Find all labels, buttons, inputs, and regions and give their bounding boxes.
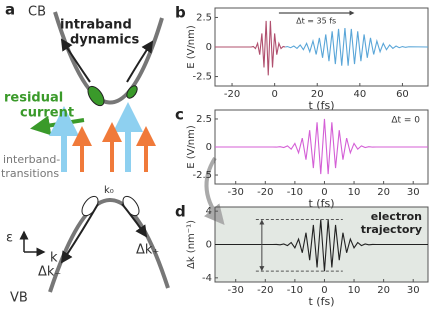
k0-label: k₀ <box>104 185 114 196</box>
x-tick-label: 0 <box>271 89 277 100</box>
cb-label: CB <box>28 5 46 20</box>
residual-label: current <box>20 106 74 121</box>
x-tick-label: 20 <box>311 89 324 100</box>
x-axis-label: t (fs) <box>309 99 335 112</box>
y-tick-label: 2.5 <box>196 12 212 23</box>
panel-label: c <box>175 106 184 124</box>
x-tick-label: 0 <box>321 285 327 296</box>
x-tick-label: 10 <box>348 187 361 198</box>
dk-label: Δk₋ <box>38 265 61 280</box>
x-tick-label: -30 <box>228 285 244 296</box>
x-tick-label: 20 <box>377 187 390 198</box>
y-axis-label: E (V/nm) <box>186 25 197 69</box>
panel-label: d <box>175 203 186 221</box>
dk-arrow <box>60 203 99 264</box>
dk-label: Δk₊ <box>136 243 159 258</box>
annotation: Δt = 35 fs <box>296 17 336 26</box>
y-tick-label: 0 <box>206 240 212 251</box>
intraband-label: dynamics <box>70 33 140 48</box>
x-tick-label: -20 <box>257 285 273 296</box>
x-tick-label: -10 <box>287 187 303 198</box>
annotation: Δt = 0 <box>391 116 420 126</box>
y-tick-label: -2.5 <box>192 72 212 83</box>
x-tick-label: -20 <box>224 89 240 100</box>
population <box>126 85 138 99</box>
vb-label: VB <box>10 291 28 306</box>
x-axis-label: t (fs) <box>309 295 335 308</box>
y-tick-label: 0 <box>206 142 212 153</box>
k-label: k <box>50 251 58 266</box>
intraband-arrow <box>60 38 91 83</box>
waveform <box>285 28 429 66</box>
x-tick-label: 60 <box>396 89 409 100</box>
annotation: electron <box>371 210 422 223</box>
waveform <box>215 219 428 272</box>
population <box>87 85 105 107</box>
x-tick-label: 20 <box>377 285 390 296</box>
y-tick-label: -2.5 <box>192 170 212 181</box>
y-tick-label: 2.5 <box>196 114 212 125</box>
intraband-arrow <box>126 40 154 83</box>
x-tick-label: 30 <box>407 285 420 296</box>
dk-arrow <box>121 203 148 238</box>
y-axis-label: Δk (nm⁻¹) <box>186 220 197 269</box>
link-arrow <box>204 156 225 226</box>
waveform <box>215 118 428 175</box>
panel-label: a <box>5 1 15 19</box>
residual-label: residual <box>4 91 63 106</box>
energy-label: ε <box>6 231 13 246</box>
x-tick-label: -10 <box>287 285 303 296</box>
x-axis-label: t (fs) <box>309 197 335 210</box>
x-tick-label: 10 <box>348 285 361 296</box>
y-tick-label: 0 <box>206 42 212 53</box>
y-tick-label: 4 <box>206 206 212 217</box>
x-tick-label: 30 <box>407 187 420 198</box>
current-arrow <box>30 115 85 136</box>
x-tick-label: -30 <box>228 187 244 198</box>
y-tick-label: -4 <box>202 273 212 284</box>
interband-label: transitions <box>1 167 59 180</box>
waveform <box>215 20 286 76</box>
y-axis-label: E (V/nm) <box>186 125 197 169</box>
interband-label: interband- <box>3 153 60 166</box>
x-tick-label: 0 <box>321 187 327 198</box>
annotation: trajectory <box>361 223 422 236</box>
panel-a: a CB intraband dynamics residual current… <box>1 1 170 306</box>
panel-label: b <box>175 4 186 22</box>
x-tick-label: 40 <box>353 89 366 100</box>
x-tick-label: -20 <box>257 187 273 198</box>
intraband-label: intraband <box>60 18 132 33</box>
